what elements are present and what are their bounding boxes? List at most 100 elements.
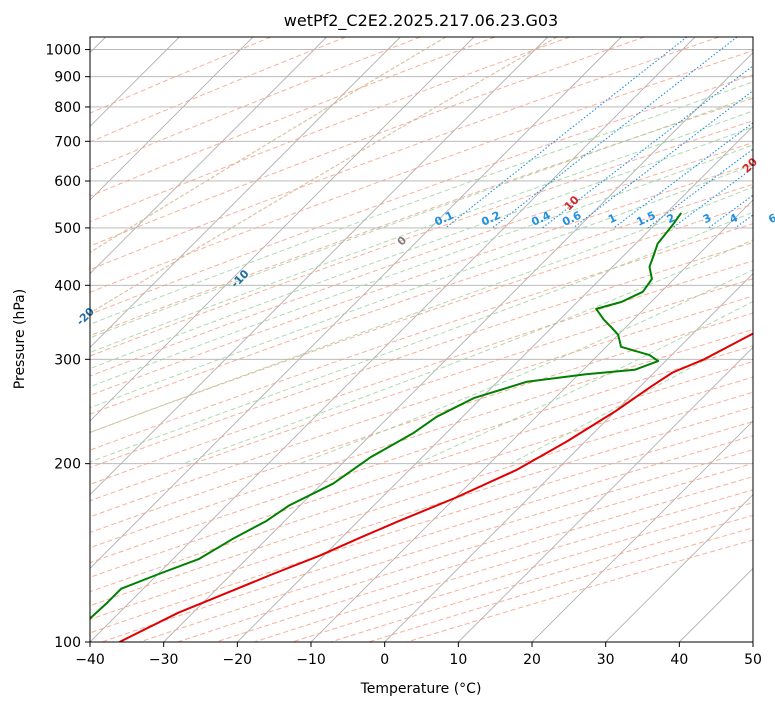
y-tick-label: 100	[54, 635, 81, 651]
y-tick-label: 1000	[45, 43, 81, 59]
temperature-line	[119, 332, 753, 642]
x-tick-label: 20	[523, 652, 541, 668]
y-tick-label: 800	[54, 100, 81, 116]
isotherm-line	[384, 273, 753, 642]
dry-adiabat-line	[90, 37, 272, 114]
x-tick-label: 0	[380, 652, 389, 668]
dry-adiabat-label: -20	[74, 305, 97, 328]
dry-adiabat-line	[90, 278, 753, 502]
dry-adiabat-line	[90, 183, 753, 415]
x-tick-label: −10	[296, 652, 326, 668]
dry-adiabat-line	[90, 295, 753, 518]
dry-adiabat-line	[90, 37, 570, 223]
dry-adiabat-line	[90, 329, 753, 549]
dry-adiabat-line	[90, 37, 346, 143]
dry-adiabat-line	[90, 120, 753, 357]
x-axis-title: Temperature (°C)	[360, 681, 482, 697]
dry-adiabat-line	[101, 435, 753, 642]
dewpoint-line	[90, 212, 683, 620]
x-tick-label: −30	[149, 652, 179, 668]
y-tick-label: 600	[54, 174, 81, 190]
isotherm-line	[90, 37, 254, 201]
x-tick-label: −40	[75, 652, 105, 668]
y-tick-label: 400	[54, 278, 81, 294]
mixing-ratio-label: 3	[701, 211, 713, 226]
dry-adiabat-line	[90, 376, 753, 593]
dry-adiabat-line	[90, 142, 753, 377]
isotherm-line	[90, 37, 548, 496]
frost-guide-line	[90, 37, 558, 314]
background-lines	[90, 37, 753, 642]
dry-adiabat-line	[177, 462, 753, 642]
mixing-ratio-label: 0.4	[529, 209, 552, 229]
mixing-ratio-label: 2	[665, 211, 677, 226]
moist-adiabat-line	[90, 110, 753, 354]
mixing-ratio-line	[734, 214, 753, 229]
mixing-ratio-label: 6	[766, 211, 775, 226]
isotherm-line	[310, 199, 753, 642]
dry-adiabat-line	[90, 223, 753, 451]
isotherm-line	[752, 641, 753, 642]
isotherm-line	[90, 37, 401, 348]
dry-adiabat-label: 20	[740, 155, 760, 175]
x-tick-label: 50	[744, 652, 762, 668]
plot-frame	[89, 36, 754, 643]
isotherm-line	[90, 37, 696, 642]
dry-adiabat-line	[90, 37, 496, 197]
isotherm-line	[531, 420, 753, 642]
isotherm-line	[90, 37, 622, 569]
y-tick-label: 200	[54, 457, 81, 473]
isotherm-line	[237, 125, 753, 642]
dry-adiabat-line	[215, 476, 753, 642]
axes: −40 −30 −20 −10 0 10 20 30 40 50 100 200 300 400 500 60…	[45, 43, 762, 668]
moist-adiabat-line	[90, 144, 753, 388]
moist-adiabat-line	[299, 269, 753, 465]
mixing-ratio-line	[613, 122, 753, 229]
y-tick-label: 300	[54, 352, 81, 368]
mixing-ratio-line	[572, 90, 753, 229]
mixing-ratio-label: 1	[606, 211, 618, 226]
moist-adiabat-line	[90, 81, 753, 325]
dry-adiabat-line	[90, 163, 753, 396]
mixing-ratio-line	[445, 37, 688, 229]
dry-adiabat-line	[330, 514, 753, 642]
y-tick-label: 900	[54, 70, 81, 86]
mixing-ratio-label: 0.1	[433, 209, 456, 229]
isotherm-line	[90, 37, 475, 422]
dry-adiabat-label: -10	[228, 267, 251, 290]
dry-adiabat-line	[90, 37, 421, 171]
dry-adiabat-line	[90, 74, 753, 315]
dry-adiabat-line	[90, 391, 753, 607]
dry-adiabat-line	[292, 502, 753, 642]
dry-adiabat-line	[90, 97, 753, 337]
dry-adiabat-line	[90, 312, 753, 534]
y-axis-title: Pressure (hPa)	[12, 289, 28, 389]
dry-adiabat-line	[90, 50, 753, 293]
x-tick-label: 40	[670, 652, 688, 668]
x-tick-label: 10	[449, 652, 467, 668]
y-tick-label: 500	[54, 221, 81, 237]
dry-adiabat-line	[90, 37, 720, 271]
dry-adiabat-line	[90, 37, 645, 247]
mixing-ratio-line	[492, 37, 738, 229]
isotherm-line	[458, 346, 753, 642]
isotherm-line	[605, 494, 753, 642]
isotherm-line	[679, 567, 753, 642]
dry-adiabat-line	[90, 241, 753, 469]
dry-adiabat-line	[90, 361, 753, 578]
frost-guide-line	[90, 37, 447, 254]
isotherm-line	[163, 52, 753, 642]
mixing-ratio-line	[542, 65, 753, 229]
dry-adiabat-line	[90, 203, 753, 433]
x-tick-label: −20	[223, 652, 253, 668]
profile-lines	[90, 212, 753, 642]
moist-adiabat-line	[182, 239, 753, 465]
chart-title: wetPf2_C2E2.2025.217.06.23.G03	[284, 11, 558, 31]
x-tick-label: 30	[597, 652, 615, 668]
y-tick-label: 700	[54, 134, 81, 150]
mixing-ratio-line	[672, 167, 753, 229]
dry-adiabat-line	[90, 345, 753, 564]
dry-adiabat-line	[90, 260, 753, 485]
isotherm-line	[90, 37, 327, 275]
